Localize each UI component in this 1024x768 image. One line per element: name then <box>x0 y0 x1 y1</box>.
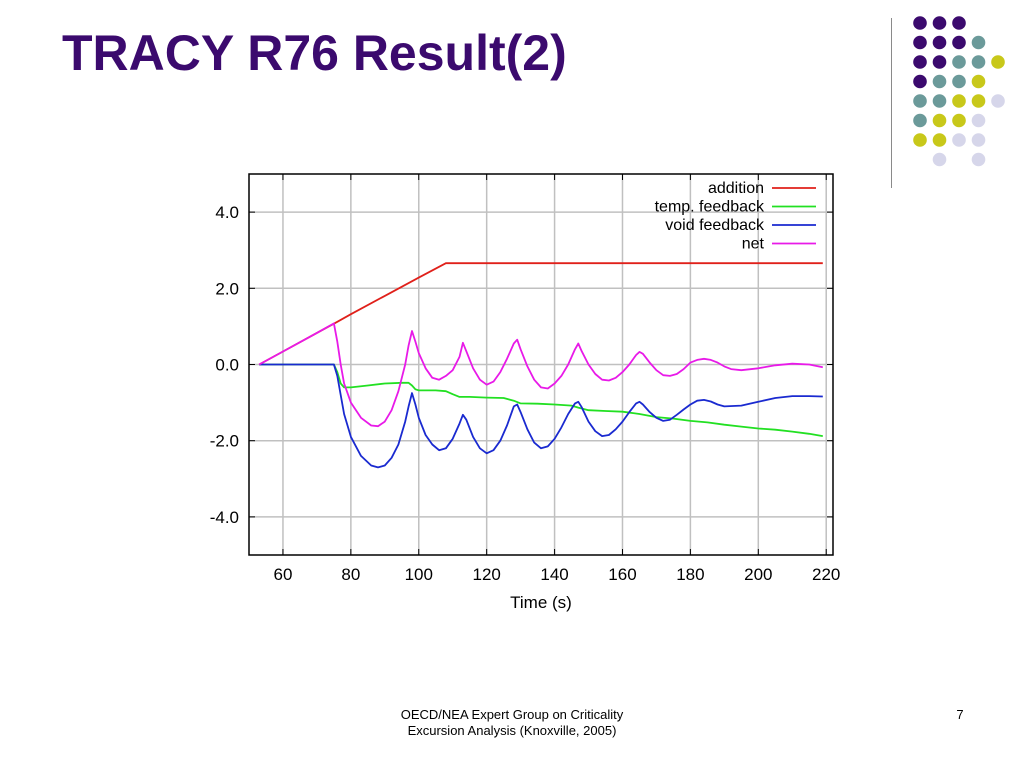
legend-label: addition <box>708 180 764 197</box>
decorative-dot <box>952 35 966 50</box>
slide-number: 7 <box>956 707 964 722</box>
decorative-dot <box>971 113 986 128</box>
series-line <box>259 363 823 437</box>
y-tick-label: -2.0 <box>210 432 239 451</box>
decorative-dot <box>913 113 927 128</box>
x-tick-label: 100 <box>405 565 433 584</box>
y-tick-label: 0.0 <box>215 356 239 375</box>
decorative-dot <box>932 74 947 89</box>
x-tick-label: 200 <box>744 565 772 584</box>
decorative-dot <box>913 35 927 50</box>
decorative-dot <box>932 16 947 30</box>
decorative-divider <box>891 18 892 188</box>
x-tick-label: 160 <box>608 565 636 584</box>
footer: OECD/NEA Expert Group on Criticality Exc… <box>312 707 712 739</box>
decorative-dot <box>913 16 927 30</box>
decorative-dot <box>932 94 947 108</box>
series-line <box>258 322 823 428</box>
decorative-dot <box>971 35 986 50</box>
decorative-dot <box>932 35 947 50</box>
decorative-dot <box>913 74 927 89</box>
y-tick-label: 4.0 <box>215 203 239 222</box>
x-tick-label: 180 <box>676 565 704 584</box>
x-axis-label: Time (s) <box>510 593 572 612</box>
footer-line-2: Excursion Analysis (Knoxville, 2005) <box>407 723 617 738</box>
grid <box>249 174 833 555</box>
decorative-dot <box>971 55 986 69</box>
x-tick-label: 60 <box>273 565 292 584</box>
slide-title: TRACY R76 Result(2) <box>62 25 567 81</box>
decorative-dot <box>971 133 986 147</box>
plot-frame <box>248 173 834 556</box>
legend-label: temp. feedback <box>655 199 765 216</box>
decorative-dot <box>952 55 966 69</box>
decorative-dot <box>952 133 966 147</box>
decorative-dot <box>932 133 947 147</box>
decorative-dot <box>932 113 947 128</box>
decorative-dot <box>913 94 927 108</box>
x-tick-label: 120 <box>472 565 500 584</box>
decorative-dot <box>971 94 986 108</box>
decorative-dot <box>971 74 986 89</box>
decorative-dot <box>913 133 927 147</box>
decorative-dot-grid <box>913 16 1005 167</box>
footer-line-1: OECD/NEA Expert Group on Criticality <box>400 707 624 722</box>
decorative-dot <box>932 152 947 167</box>
decorative-dot <box>952 74 966 89</box>
x-tick-label: 140 <box>540 565 568 584</box>
x-tick-label: 80 <box>341 565 360 584</box>
legend-label: net <box>742 236 765 253</box>
series-line <box>259 363 823 469</box>
decorative-dot <box>971 152 986 167</box>
legend-label: void feedback <box>665 217 765 234</box>
decorative-dot <box>991 94 1005 108</box>
decorative-dot <box>952 94 966 108</box>
y-tick-label: -4.0 <box>210 508 239 527</box>
decorative-dot <box>913 55 927 69</box>
decorative-dot <box>932 55 947 69</box>
decorative-dot <box>952 113 966 128</box>
series-line <box>258 262 823 366</box>
x-tick-label: 220 <box>812 565 840 584</box>
decorative-dot <box>952 16 966 30</box>
decorative-dot <box>991 55 1005 69</box>
y-tick-label: 2.0 <box>215 279 239 298</box>
